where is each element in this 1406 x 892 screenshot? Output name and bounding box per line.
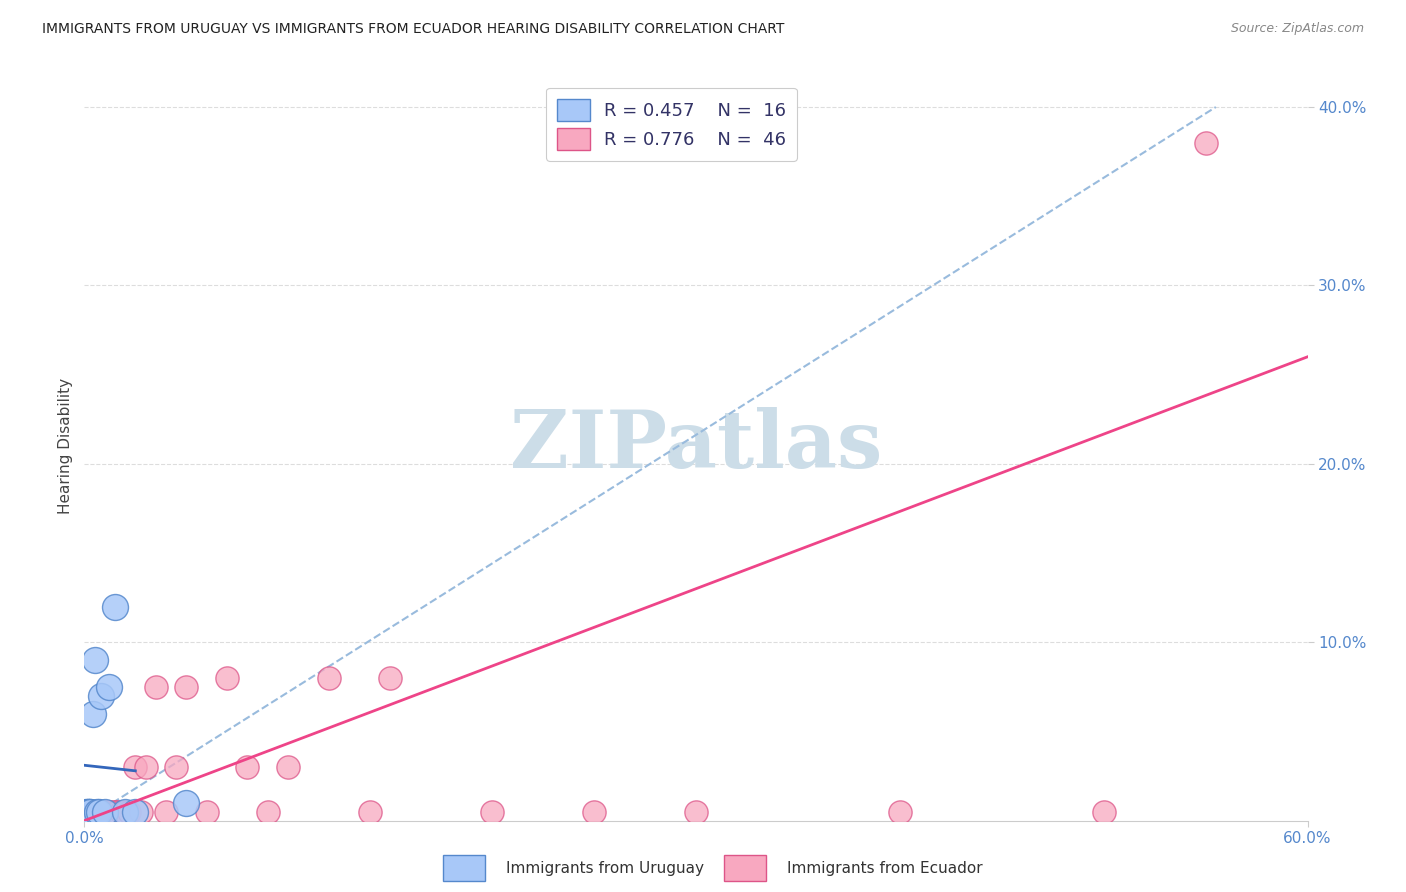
Point	[83, 805, 105, 819]
Point	[75, 805, 97, 819]
Point	[90, 805, 112, 819]
Point	[79, 805, 101, 819]
Point	[145, 680, 167, 694]
Point	[889, 805, 911, 819]
Point	[97, 805, 120, 819]
Text: ZIPatlas: ZIPatlas	[510, 407, 882, 485]
Point	[77, 805, 100, 819]
Point	[86, 805, 108, 819]
Point	[83, 653, 105, 667]
Point	[685, 805, 707, 819]
Point	[90, 689, 112, 703]
Point	[91, 805, 114, 819]
Text: Source: ZipAtlas.com: Source: ZipAtlas.com	[1230, 22, 1364, 36]
Point	[135, 760, 157, 774]
Point	[583, 805, 606, 819]
Point	[124, 760, 146, 774]
Point	[75, 805, 97, 819]
Point	[174, 796, 197, 810]
Point	[104, 599, 127, 614]
Point	[105, 805, 128, 819]
Point	[110, 805, 132, 819]
Point	[93, 805, 115, 819]
Point	[93, 805, 115, 819]
Point	[79, 805, 101, 819]
Point	[77, 805, 100, 819]
Point	[87, 805, 110, 819]
Text: IMMIGRANTS FROM URUGUAY VS IMMIGRANTS FROM ECUADOR HEARING DISABILITY CORRELATIO: IMMIGRANTS FROM URUGUAY VS IMMIGRANTS FR…	[42, 22, 785, 37]
Point	[318, 671, 340, 685]
Point	[359, 805, 381, 819]
Point	[236, 760, 259, 774]
Point	[87, 805, 110, 819]
Point	[87, 805, 110, 819]
Point	[86, 805, 108, 819]
Point	[82, 706, 104, 721]
Point	[277, 760, 299, 774]
Point	[481, 805, 503, 819]
Point	[83, 805, 105, 819]
Point	[86, 805, 108, 819]
Point	[165, 760, 187, 774]
Point	[124, 805, 146, 819]
Text: Immigrants from Ecuador: Immigrants from Ecuador	[787, 861, 983, 876]
Point	[100, 805, 122, 819]
Point	[131, 805, 153, 819]
Point	[174, 680, 197, 694]
Point	[257, 805, 280, 819]
Point	[104, 805, 127, 819]
Point	[114, 805, 136, 819]
Point	[96, 805, 118, 819]
Point	[75, 805, 97, 819]
Point	[155, 805, 177, 819]
Point	[195, 805, 218, 819]
Point	[79, 805, 101, 819]
Point	[217, 671, 239, 685]
Point	[79, 805, 101, 819]
Point	[77, 805, 100, 819]
Point	[82, 805, 104, 819]
Point	[77, 805, 100, 819]
Point	[1195, 136, 1218, 150]
Point	[114, 805, 136, 819]
Y-axis label: Hearing Disability: Hearing Disability	[58, 378, 73, 514]
Text: Immigrants from Uruguay: Immigrants from Uruguay	[506, 861, 704, 876]
Point	[97, 680, 120, 694]
Point	[118, 805, 141, 819]
Point	[82, 805, 104, 819]
Legend: R = 0.457    N =  16, R = 0.776    N =  46: R = 0.457 N = 16, R = 0.776 N = 46	[546, 88, 797, 161]
Point	[1092, 805, 1115, 819]
Point	[380, 671, 402, 685]
